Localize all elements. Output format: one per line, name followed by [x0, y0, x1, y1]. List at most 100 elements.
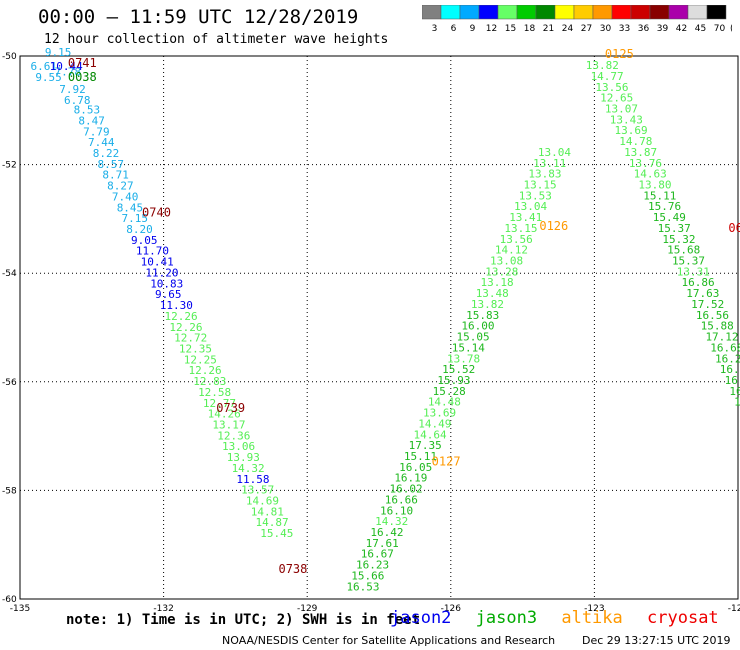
wave-height-value: 12.58: [198, 386, 231, 399]
legend-tick-label: 24: [562, 24, 574, 34]
wave-height-value: 13.04: [538, 146, 571, 159]
wave-height-value: 8.22: [93, 147, 120, 160]
wave-height-value: 16.20: [715, 352, 740, 365]
wave-height-value: 11.70: [136, 245, 169, 258]
wave-height-value: 9.65: [155, 288, 182, 301]
legend-altika: altika: [561, 608, 623, 628]
wave-height-value: 16.19: [394, 472, 427, 485]
wave-height-value: 16.10: [380, 504, 413, 517]
legend-swatch: [535, 5, 556, 20]
wave-height-value: 16.53: [346, 580, 379, 593]
wave-height-value: 14.81: [251, 505, 284, 518]
wave-height-value: 12.26: [169, 321, 202, 334]
wave-height-value: 17.61: [366, 537, 399, 550]
wave-height-value: 8.45: [117, 201, 144, 214]
wave-height-value: 13.28: [485, 265, 518, 278]
wave-height-value: 10.41: [141, 256, 174, 269]
legend-swatch: [649, 5, 670, 20]
wave-height-value: 13.04: [514, 200, 547, 213]
wave-height-value: 14.26: [208, 408, 241, 421]
lon-tick-label: -126: [441, 604, 462, 614]
wave-height-value: 8.27: [107, 180, 134, 193]
wave-height-value: 17.35: [409, 439, 442, 452]
wave-height-value: 14.49: [418, 417, 451, 430]
wave-height-value: 12.26: [188, 364, 221, 377]
wave-height-value: 14.87: [256, 516, 289, 529]
wave-height-value: 6.61: [31, 60, 58, 73]
wave-height-value: 13.56: [595, 81, 628, 94]
wave-height-value: 13.07: [605, 102, 638, 115]
wave-height-value: 13.78: [447, 352, 480, 365]
wave-height-value: 13.18: [480, 276, 513, 289]
satellite-legend: jason2 jason3 altika cryosat s3a: [390, 608, 740, 628]
wave-height-value: 15.28: [433, 385, 466, 398]
wave-height-value: 16.42: [370, 526, 403, 539]
legend-tick-label: 70: [714, 24, 726, 34]
wave-height-value: 11.20: [145, 266, 178, 279]
wave-height-value: 14.64: [413, 428, 446, 441]
legend-tick-label: 21: [543, 24, 554, 34]
wave-height-value: 15.49: [653, 211, 686, 224]
legend-tick-label: 36: [638, 24, 650, 34]
lon-tick-label: -129: [297, 604, 318, 614]
legend-tick-label: 18: [524, 24, 536, 34]
pass-number-label: 0738: [278, 562, 307, 576]
pass-number-label: 0125: [605, 47, 634, 61]
wave-height-value: 15.37: [658, 222, 691, 235]
legend-swatch: [687, 5, 708, 20]
generated-timestamp: Dec 29 13:27:15 UTC 2019: [582, 634, 731, 647]
wave-height-value: 13.15: [504, 222, 537, 235]
legend-tick-label: 15: [505, 24, 516, 34]
wave-height-value: 7.92: [59, 83, 86, 96]
wave-height-value: 16.56: [696, 309, 729, 322]
legend-tick-label: 33: [619, 24, 630, 34]
wave-height-value: 13.15: [524, 178, 557, 191]
lat-tick-label: -52: [2, 161, 17, 171]
wave-height-value: 16.89: [720, 363, 740, 376]
legend-tick-label: 12: [486, 24, 497, 34]
legend-tick-label: 3: [432, 24, 438, 34]
lat-tick-label: -50: [2, 52, 17, 62]
legend-swatch: [497, 5, 518, 20]
wave-height-value: 9.55: [35, 71, 62, 84]
wave-height-value: 14.12: [495, 244, 528, 257]
wave-height-value: 17.52: [691, 298, 724, 311]
legend-tick-label: 6: [451, 24, 457, 34]
legend-tick-label: 30: [600, 24, 612, 34]
legend-swatch: [440, 5, 461, 20]
lat-tick-label: -54: [2, 269, 17, 279]
wave-height-value: 15.32: [662, 233, 695, 246]
wave-height-value: 7.78: [54, 66, 81, 79]
legend-tick-label: 27: [581, 24, 592, 34]
wave-height-value: 13.56: [500, 233, 533, 246]
wave-height-value: 11.58: [236, 473, 269, 486]
wave-height-value: 14.63: [634, 168, 667, 181]
wave-height-value: 13.11: [533, 157, 566, 170]
legend-swatch: [592, 5, 613, 20]
legend-swatch: [516, 5, 537, 20]
map-grid: -135 -132 -129 -126 -123 -120 -50 -52 -54 -56 -58 -…: [2, 52, 740, 614]
pass-number-label: 0739: [216, 401, 245, 415]
wave-height-value: 13.06: [222, 440, 255, 453]
wave-height-value: 10.44: [50, 60, 83, 73]
wave-height-value: 13.93: [227, 451, 260, 464]
wave-height-value: 13.31: [677, 265, 710, 278]
legend-tick-label: 39: [657, 24, 669, 34]
wave-height-value: 12.35: [179, 342, 212, 355]
legend-tick-label: 42: [676, 24, 687, 34]
wave-height-value: 15.11: [643, 189, 676, 202]
pass-number-label: 06: [728, 221, 740, 235]
wave-height-value: 12.65: [600, 92, 633, 105]
legend-jason2: jason2: [390, 608, 452, 628]
wave-height-value: 13.83: [528, 168, 561, 181]
legend-swatch: [668, 5, 689, 20]
lon-tick-label: -120: [728, 604, 740, 614]
wave-height-value: 15.37: [672, 255, 705, 268]
wave-height-value: 17.21: [739, 407, 740, 420]
map-frame: [19, 55, 739, 600]
wave-height-value: 13.69: [615, 124, 648, 137]
lon-tick-label: -132: [153, 604, 173, 614]
wave-height-value: 15.83: [466, 309, 499, 322]
